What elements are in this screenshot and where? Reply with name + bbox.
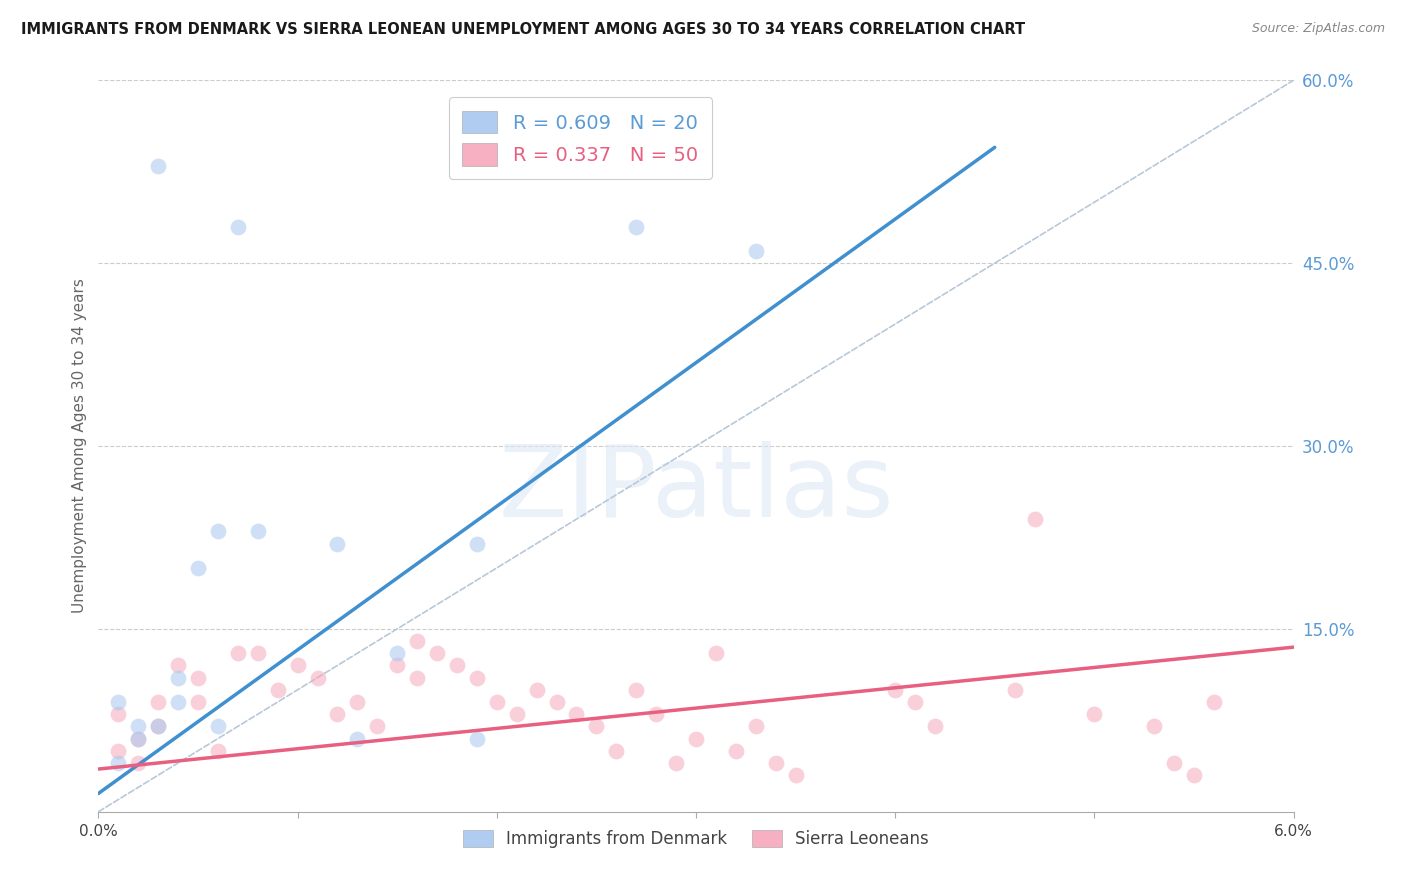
Point	[127, 756, 149, 770]
Point	[366, 719, 388, 733]
Point	[187, 695, 209, 709]
Point	[385, 646, 409, 660]
Point	[148, 719, 170, 733]
Point	[346, 695, 368, 709]
Point	[446, 658, 468, 673]
Point	[406, 671, 429, 685]
Point	[187, 561, 209, 575]
Point	[148, 159, 170, 173]
Point	[485, 695, 508, 709]
Legend: Immigrants from Denmark, Sierra Leoneans: Immigrants from Denmark, Sierra Leoneans	[456, 823, 936, 855]
Point	[626, 219, 648, 234]
Text: Source: ZipAtlas.com: Source: ZipAtlas.com	[1251, 22, 1385, 36]
Point	[246, 646, 269, 660]
Point	[724, 744, 747, 758]
Point	[704, 646, 727, 660]
Point	[287, 658, 309, 673]
Point	[326, 536, 349, 550]
Point	[148, 719, 170, 733]
Point	[1182, 768, 1205, 782]
Point	[167, 695, 190, 709]
Point	[207, 744, 229, 758]
Point	[246, 524, 269, 539]
Point	[127, 731, 149, 746]
Y-axis label: Unemployment Among Ages 30 to 34 years: Unemployment Among Ages 30 to 34 years	[72, 278, 87, 614]
Point	[187, 671, 209, 685]
Point	[346, 731, 368, 746]
Point	[565, 707, 588, 722]
Point	[685, 731, 707, 746]
Text: ZIPatlas: ZIPatlas	[498, 442, 894, 539]
Point	[267, 682, 290, 697]
Point	[765, 756, 787, 770]
Point	[326, 707, 349, 722]
Point	[465, 731, 488, 746]
Point	[605, 744, 627, 758]
Point	[626, 682, 648, 697]
Point	[1143, 719, 1166, 733]
Point	[226, 646, 249, 660]
Point	[465, 671, 488, 685]
Point	[546, 695, 568, 709]
Point	[785, 768, 807, 782]
Point	[167, 671, 190, 685]
Point	[465, 536, 488, 550]
Point	[406, 634, 429, 648]
Point	[148, 695, 170, 709]
Text: IMMIGRANTS FROM DENMARK VS SIERRA LEONEAN UNEMPLOYMENT AMONG AGES 30 TO 34 YEARS: IMMIGRANTS FROM DENMARK VS SIERRA LEONEA…	[21, 22, 1025, 37]
Point	[226, 219, 249, 234]
Point	[107, 695, 129, 709]
Point	[307, 671, 329, 685]
Point	[107, 756, 129, 770]
Point	[645, 707, 668, 722]
Point	[526, 682, 548, 697]
Point	[207, 524, 229, 539]
Point	[107, 707, 129, 722]
Point	[924, 719, 946, 733]
Point	[665, 756, 688, 770]
Point	[745, 719, 768, 733]
Point	[745, 244, 768, 258]
Point	[1163, 756, 1185, 770]
Point	[207, 719, 229, 733]
Point	[585, 719, 607, 733]
Point	[904, 695, 927, 709]
Point	[1202, 695, 1225, 709]
Point	[127, 731, 149, 746]
Point	[1024, 512, 1046, 526]
Point	[506, 707, 529, 722]
Point	[1083, 707, 1105, 722]
Point	[167, 658, 190, 673]
Point	[1004, 682, 1026, 697]
Point	[884, 682, 907, 697]
Point	[107, 744, 129, 758]
Point	[426, 646, 449, 660]
Point	[127, 719, 149, 733]
Point	[385, 658, 409, 673]
